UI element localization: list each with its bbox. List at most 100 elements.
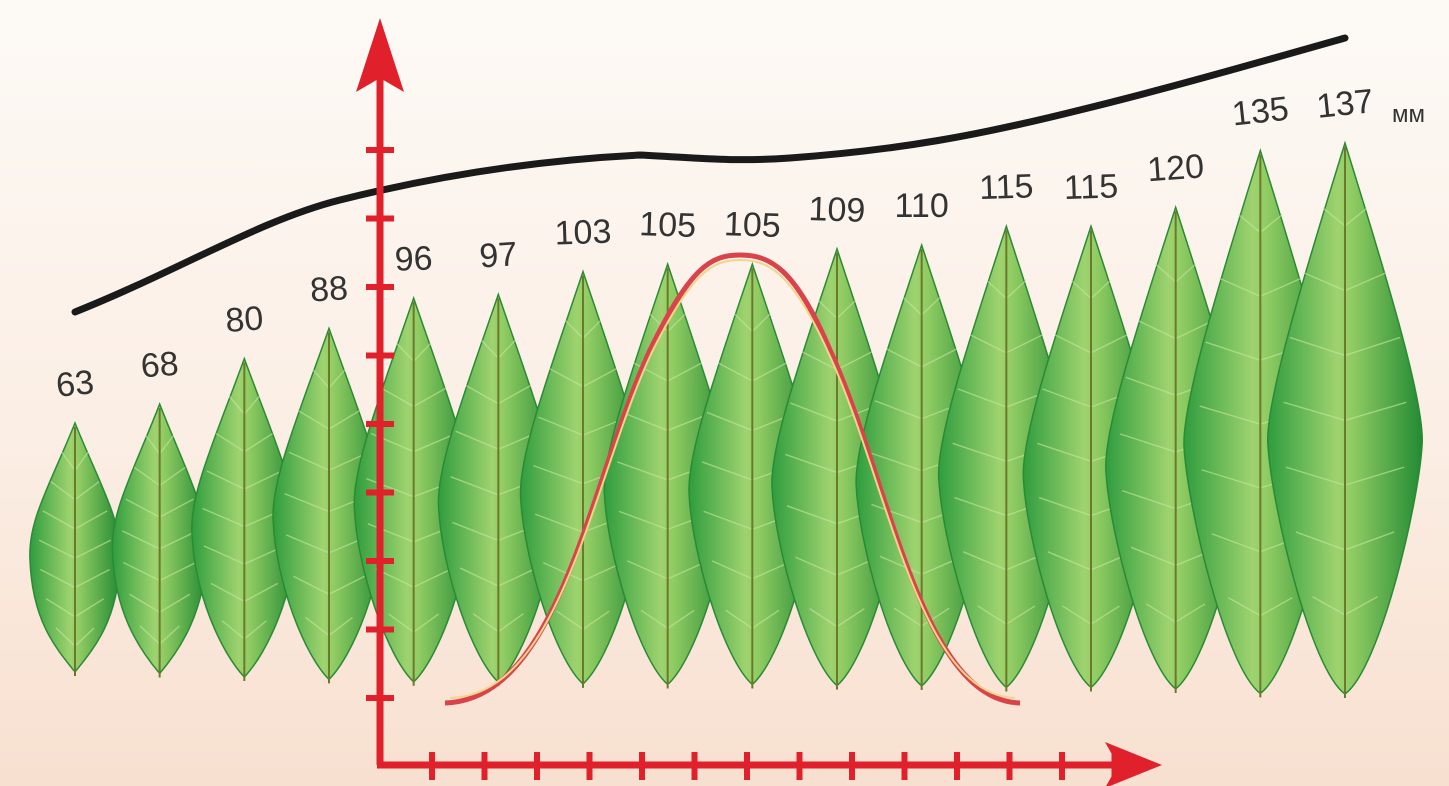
leaf-side-vein — [921, 296, 942, 316]
leaf-side-vein — [159, 466, 186, 487]
leaf-side-vein — [1090, 605, 1120, 625]
leaf-side-vein — [790, 402, 838, 422]
leaf-side-vein — [450, 476, 499, 496]
leaf-side-vein — [1205, 341, 1261, 361]
leaf-side-vein — [893, 607, 923, 627]
leaf-side-vein — [1344, 596, 1378, 616]
leaf-side-vein — [1211, 533, 1261, 553]
leaf-side-vein — [1344, 531, 1395, 551]
leaf-side-vein — [74, 598, 105, 618]
leaf-side-vein — [667, 313, 687, 333]
leaf-side-vein — [1312, 596, 1346, 616]
leaf-side-vein — [706, 411, 753, 432]
axes-group — [356, 18, 1162, 786]
leaf-side-vein — [1071, 279, 1092, 300]
leaf-side-vein — [533, 464, 584, 485]
leaf-side-vein — [244, 582, 279, 603]
leaf-side-vein — [459, 567, 499, 587]
leaf-side-vein — [921, 348, 958, 368]
leaf-side-vein — [413, 432, 457, 453]
leaf-side-vein — [633, 362, 668, 382]
leaf-side-vein — [879, 555, 922, 575]
leaf-side-vein — [954, 496, 1007, 517]
leaf-side-vein — [210, 582, 245, 603]
leaf-length-label: 103 — [554, 213, 612, 253]
leaf-side-vein — [472, 613, 499, 633]
leaf-side-vein — [298, 410, 330, 430]
leaf-side-vein — [703, 510, 753, 531]
leaf-side-vein — [413, 568, 452, 588]
leaf-side-vein — [50, 481, 76, 501]
leaf-side-vein — [367, 523, 414, 543]
leaf-side-vein — [497, 339, 517, 359]
leaf-side-vein — [202, 507, 245, 528]
leaf-side-vein — [1145, 603, 1177, 623]
leaf-side-vein — [221, 620, 245, 640]
leaf-length-label: 96 — [394, 239, 433, 278]
leaf-side-vein — [328, 369, 346, 389]
leaf-side-vein — [1137, 320, 1176, 340]
leaf-side-vein — [123, 561, 160, 582]
leaf-side-vein — [582, 368, 617, 388]
leaf-side-vein — [717, 362, 753, 382]
leaf-side-vein — [1289, 336, 1346, 357]
leaf-side-vein — [74, 627, 95, 647]
leaf-side-vein — [1201, 469, 1261, 489]
leaf-side-vein — [751, 313, 772, 333]
leaf-side-vein — [1125, 376, 1176, 396]
leaf-side-vein — [452, 521, 499, 542]
leaf-side-vein — [874, 400, 922, 420]
leaf-side-vein — [413, 387, 446, 408]
leaf-side-vein — [1155, 263, 1177, 283]
leaf-side-vein — [413, 342, 432, 362]
leaves-group — [29, 140, 1424, 698]
leaf-side-vein — [129, 593, 161, 613]
leaf-side-vein — [801, 351, 838, 371]
leaf-side-vein — [159, 593, 191, 613]
leaf-side-vein — [159, 561, 197, 582]
leaf-side-vein — [61, 451, 76, 471]
leaf-side-vein — [1005, 605, 1036, 625]
leaf-side-vein — [243, 620, 267, 640]
leaf-side-vein — [640, 609, 669, 629]
leaf-side-vein — [215, 432, 245, 453]
leaf-side-vein — [1038, 496, 1092, 517]
leaf-length-label: 105 — [723, 205, 781, 245]
leaf-side-vein — [969, 334, 1007, 354]
leaf-side-vein — [1344, 466, 1405, 486]
leaf-side-vein — [74, 539, 112, 559]
leaf-side-vein — [42, 510, 76, 530]
leaf-side-vein — [618, 510, 668, 531]
leaf-side-vein — [288, 451, 330, 471]
leaf-side-vein — [667, 609, 695, 629]
leaf-side-vein — [40, 568, 76, 589]
leaf-side-vein — [752, 362, 787, 382]
trend-line — [71, 34, 1349, 316]
leaf-side-vein — [55, 627, 76, 647]
leaf-side-vein — [1344, 207, 1368, 227]
leaf-side-vein — [836, 608, 865, 628]
leaf-side-vein — [556, 610, 584, 630]
leaf-side-vein — [74, 510, 108, 530]
leaf-side-vein — [711, 560, 753, 580]
leaf-side-vein — [228, 395, 245, 415]
leaf-length-labels: 63 68 80 88 96 97 103 105 105 109 110 115 115 120 135 1… — [54, 82, 1375, 405]
leaf-side-vein — [1260, 277, 1302, 297]
leaf-side-vein — [795, 556, 838, 576]
leaf-length-label: 110 — [895, 187, 949, 225]
leaf-side-vein — [1295, 531, 1346, 551]
leaf-side-vein — [1285, 466, 1346, 486]
leaf-side-vein — [836, 351, 873, 371]
leaf-side-vein — [809, 608, 838, 628]
leaf-side-vein — [921, 607, 950, 627]
leaf-side-vein — [388, 613, 415, 633]
leaf-side-vein — [396, 342, 415, 362]
leaf-length-label: 88 — [309, 269, 349, 310]
leaf-side-vein — [305, 616, 330, 637]
leaf-side-vein — [785, 453, 838, 474]
leaf-side-vein — [1005, 279, 1027, 300]
leaf-length-label: 97 — [478, 235, 518, 276]
leaf-side-vein — [952, 442, 1007, 462]
leaf-side-vein — [886, 348, 922, 368]
